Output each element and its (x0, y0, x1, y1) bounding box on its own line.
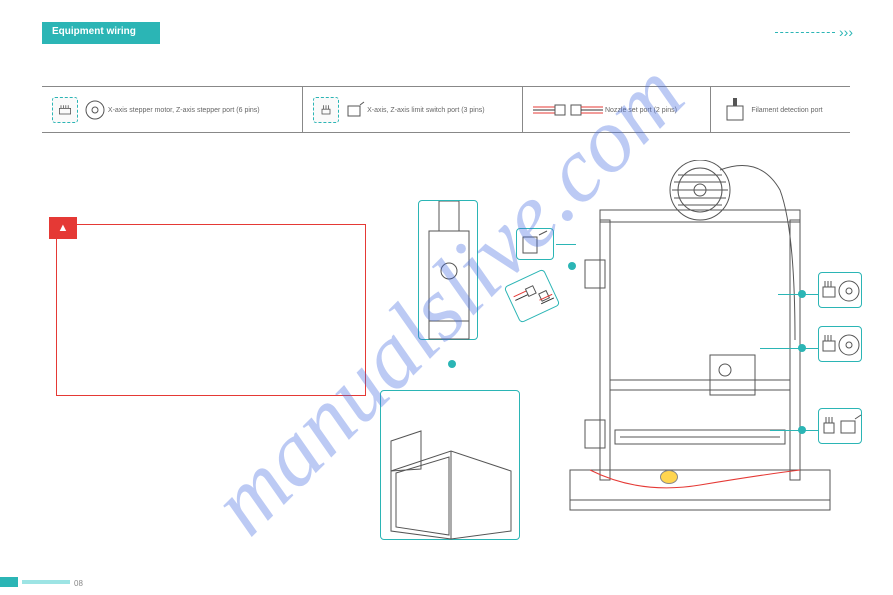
callout-line (770, 430, 818, 431)
section-title: Equipment wiring (52, 26, 136, 37)
callout-dot (448, 360, 456, 368)
red-wire-path (560, 440, 820, 510)
callout-line (778, 294, 818, 295)
connector-legend-table: X-axis stepper motor, Z-axis stepper por… (42, 86, 850, 133)
legend-cell-nozzle: Nozzle set port (2 pins) (523, 87, 711, 133)
inset-x-motor (818, 326, 862, 362)
legend-cell-limit: X-axis, Z-axis limit switch port (3 pins… (303, 87, 523, 133)
inset-control-box (380, 390, 520, 540)
motor-connector-icon (52, 97, 78, 123)
footer-decoration (0, 577, 893, 587)
legend-cell-motor: X-axis stepper motor, Z-axis stepper por… (42, 87, 303, 133)
callout-line (556, 244, 576, 245)
legend-label: Filament detection port (751, 106, 822, 113)
legend-label: X-axis stepper motor, Z-axis stepper por… (108, 106, 260, 113)
legend-label: X-axis, Z-axis limit switch port (3 pins… (367, 106, 484, 113)
warning-icon (49, 217, 77, 239)
legend-cell-filament: Filament detection port (711, 87, 850, 133)
inset-x-limit (818, 408, 862, 444)
callout-dot (568, 262, 576, 270)
table-row: X-axis stepper motor, Z-axis stepper por… (42, 87, 850, 133)
inset-e-motor (818, 272, 862, 308)
inset-z-limit (516, 228, 554, 260)
inset-hotend-assembly (418, 200, 478, 340)
limit-connector-icon (313, 97, 339, 123)
cable-clip-yellow (660, 470, 678, 484)
header-decorative-arrow: ››› (839, 24, 853, 40)
warning-callout-box (56, 224, 366, 396)
callout-line (760, 348, 818, 349)
legend-label: Nozzle set port (2 pins) (605, 106, 677, 113)
page-number: 08 (74, 579, 83, 588)
inset-nozzle-cable (504, 269, 561, 324)
